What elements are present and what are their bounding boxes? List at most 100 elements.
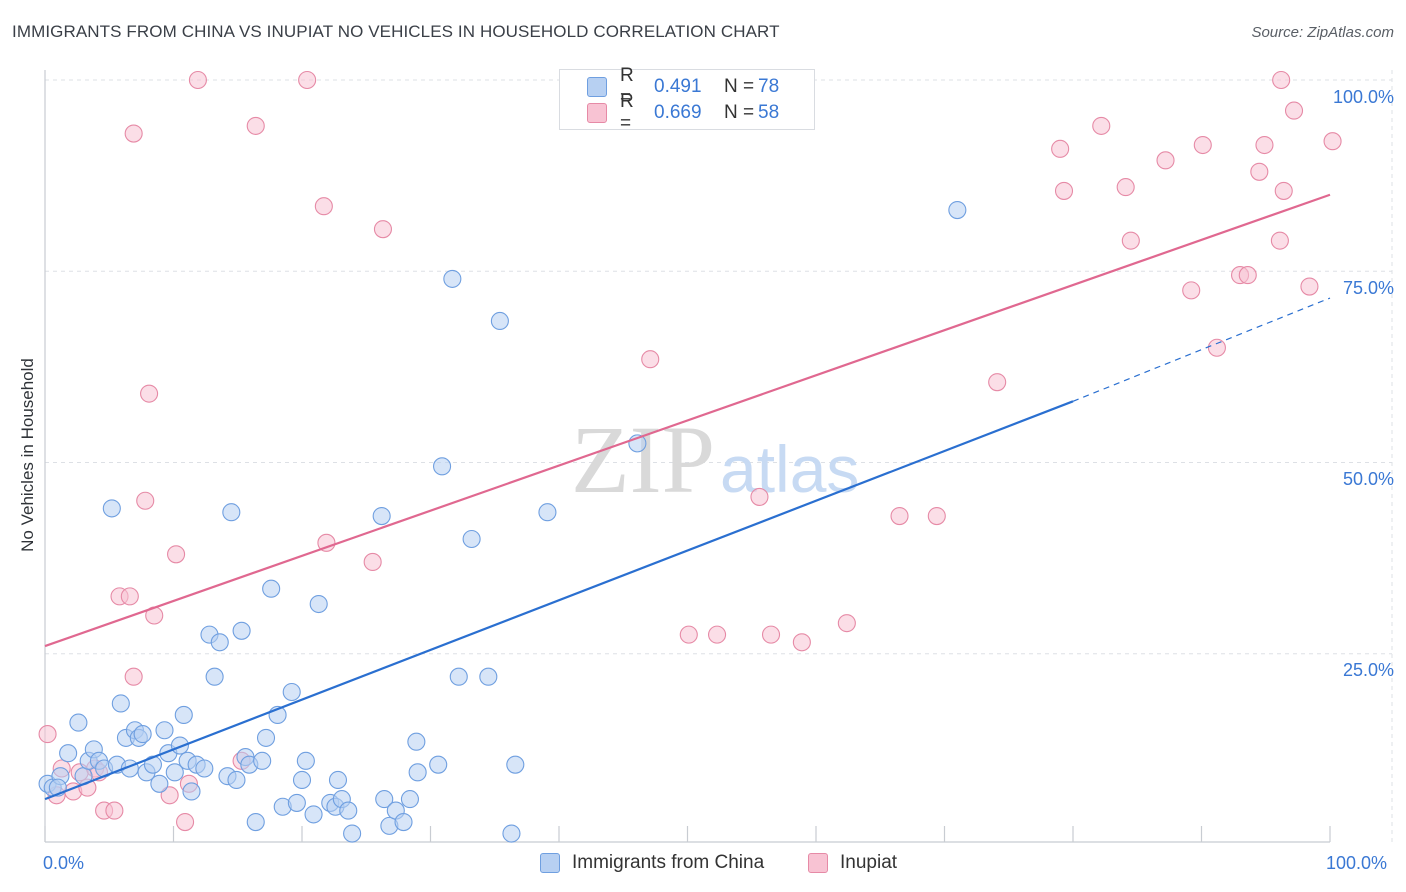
x-tick-label: 0.0%: [43, 853, 85, 873]
inupiat-point: [1092, 116, 1111, 135]
n-label: N =: [724, 76, 755, 97]
china-point: [246, 812, 265, 832]
inupiat-point: [298, 70, 317, 90]
china-point: [394, 812, 413, 832]
legend-label: Immigrants from China: [572, 852, 765, 873]
inupiat-point: [317, 533, 336, 552]
china-point: [69, 713, 88, 732]
inupiat-point: [120, 587, 139, 606]
china-point: [195, 759, 214, 778]
china-point: [232, 621, 251, 640]
y-tick-label: 75.0%: [1342, 278, 1394, 298]
inupiat-point: [1182, 281, 1201, 300]
china-point: [182, 782, 201, 801]
china-point: [502, 824, 521, 843]
inupiat-swatch: [808, 853, 828, 873]
china-point: [506, 755, 525, 774]
inupiat-point: [1116, 178, 1135, 197]
stats-row-china: R = 0.491 N = 78: [587, 65, 780, 108]
china-point: [287, 793, 306, 812]
legend-item-inupiat[interactable]: Inupiat: [808, 852, 897, 874]
china-point: [375, 790, 394, 809]
series-layer: [38, 70, 1342, 843]
inupiat-point: [314, 197, 333, 216]
stats-legend: R = 0.491 N = 78 R = 0.669 N = 58: [559, 65, 815, 134]
n-value: 78: [758, 76, 780, 97]
inupiat-point: [1270, 231, 1289, 250]
inupiat-point: [1274, 181, 1293, 200]
china-point: [59, 744, 78, 763]
china-point: [408, 763, 427, 782]
inupiat-point: [890, 506, 909, 526]
inupiat-point: [1193, 135, 1212, 155]
china-point: [343, 824, 362, 843]
inupiat-point: [1121, 231, 1140, 250]
inupiat-point: [136, 491, 155, 510]
china-trendline: [44, 400, 1074, 801]
inupiat-point: [792, 633, 811, 652]
china-point: [490, 311, 509, 331]
china-point: [210, 633, 229, 652]
inupiat-point: [1156, 151, 1175, 170]
china-point: [111, 694, 130, 713]
inupiat-point: [641, 350, 660, 369]
china-point: [339, 801, 358, 820]
inupiat-point: [246, 116, 265, 135]
inupiat-point: [708, 625, 727, 644]
inupiat-point: [679, 625, 698, 644]
inupiat-point: [927, 506, 946, 526]
inupiat-point: [1238, 266, 1257, 285]
china-point: [462, 529, 481, 549]
china-point: [165, 763, 184, 782]
china-point: [262, 579, 281, 598]
stats-row-inupiat: R = 0.669 N = 58: [587, 91, 779, 134]
china-point: [309, 594, 328, 614]
inupiat-point: [1255, 135, 1274, 155]
r-value: 0.491: [654, 76, 702, 97]
r-label: R =: [620, 65, 634, 108]
inupiat-swatch: [587, 103, 607, 123]
inupiat-trendline: [44, 193, 1331, 648]
china-point: [449, 667, 468, 686]
china-point: [150, 774, 169, 793]
china-point: [205, 667, 224, 686]
legend-label: Inupiat: [840, 852, 898, 873]
china-point: [102, 499, 121, 518]
china-point: [433, 457, 452, 476]
china-point: [407, 732, 426, 751]
inupiat-point: [124, 124, 143, 143]
china-point: [227, 770, 246, 790]
y-tick-label: 100.0%: [1332, 87, 1394, 107]
inupiat-point: [1323, 132, 1342, 151]
inupiat-point: [38, 725, 57, 744]
china-point: [443, 269, 462, 288]
inupiat-point: [140, 384, 159, 403]
inupiat-point: [1051, 139, 1070, 158]
inupiat-point: [160, 786, 179, 805]
china-point: [256, 728, 276, 747]
china-point: [296, 751, 315, 770]
china-point: [400, 790, 419, 809]
n-label: N =: [724, 102, 755, 123]
china-swatch: [540, 853, 560, 873]
series-legend: Immigrants from China Inupiat: [0, 852, 1406, 876]
inupiat-point: [1207, 338, 1226, 357]
inupiat-point: [1272, 70, 1291, 90]
chart-source: Source: ZipAtlas.com: [1251, 24, 1394, 41]
r-label: R =: [620, 91, 634, 134]
china-point: [538, 503, 557, 522]
china-point: [133, 725, 152, 744]
chart-title: IMMIGRANTS FROM CHINA VS INUPIAT NO VEHI…: [12, 22, 780, 41]
china-point: [174, 705, 193, 725]
china-point: [292, 770, 312, 790]
trend-layer: [44, 193, 1331, 801]
inupiat-point: [188, 70, 207, 90]
china-point: [948, 201, 967, 220]
inupiat-point: [1054, 181, 1074, 200]
china-point: [328, 770, 348, 790]
inupiat-point: [167, 545, 186, 564]
inupiat-point: [761, 625, 781, 644]
gridlines: [45, 70, 1393, 842]
legend-item-china[interactable]: Immigrants from China: [540, 852, 764, 874]
